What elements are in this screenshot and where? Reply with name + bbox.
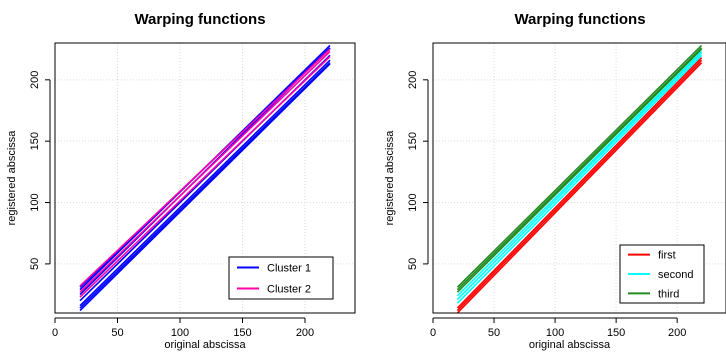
plot-frame: [432, 42, 726, 314]
series-line-3: [456, 57, 703, 309]
y-tick-label: 200: [29, 71, 41, 89]
x-tick-label: 0: [52, 327, 58, 339]
y-tick-label: 50: [29, 258, 41, 270]
series-line-9: [456, 44, 703, 288]
x-tick-label: 100: [171, 327, 189, 339]
y-tick-label: 100: [407, 193, 419, 211]
legend-box: [228, 256, 334, 300]
y-tick-label: 150: [29, 132, 41, 150]
x-tick-label: 150: [607, 327, 625, 339]
y-axis-label: registered abscissa: [6, 130, 18, 226]
legend: first second third: [619, 244, 705, 304]
legend-label: Cluster 1: [267, 263, 311, 275]
series-line-2: [456, 59, 703, 312]
y-tick-label: 100: [29, 193, 41, 211]
x-tick-label: 200: [668, 327, 686, 339]
series-line-8: [456, 47, 703, 291]
legend-label: third: [658, 288, 679, 300]
series-line-4: [456, 54, 703, 304]
legend-label: first: [658, 250, 676, 262]
series-line-8: [79, 51, 331, 293]
series-line-2: [79, 59, 331, 307]
x-tick-label: 200: [296, 327, 314, 339]
x-axis-label: original abscissa: [529, 339, 611, 351]
series-line-3: [79, 63, 331, 312]
legend-label: Cluster 2: [267, 284, 311, 296]
legend: Cluster 1 Cluster 2: [228, 256, 334, 300]
plot-frame: [54, 42, 356, 314]
series-line-7: [456, 48, 703, 293]
y-tick-label: 150: [407, 132, 419, 150]
x-tick-label: 50: [111, 327, 123, 339]
series-line-9: [79, 55, 331, 298]
chart-title: Warping functions: [514, 11, 645, 28]
x-tick-label: 0: [430, 327, 436, 339]
x-axis-label: original abscissa: [164, 339, 246, 351]
legend-label: second: [658, 269, 693, 281]
x-tick-label: 100: [546, 327, 564, 339]
chart-panel-2: 0 50 100 150 200 50 100 150 200 Warping functions…: [384, 11, 726, 351]
series-line-1: [456, 62, 703, 314]
x-tick-label: 150: [233, 327, 251, 339]
chart-title: Warping functions: [134, 11, 265, 28]
chart-panel-1: 0 50 100 150 200 50 100 150 200 Warping functions…: [6, 11, 356, 351]
series-line-7: [79, 62, 331, 309]
series-line-10: [79, 48, 331, 287]
y-axis-label: registered abscissa: [384, 130, 396, 226]
x-tick-label: 50: [488, 327, 500, 339]
series-line-6: [456, 51, 703, 297]
y-tick-label: 200: [407, 71, 419, 89]
y-tick-label: 50: [407, 258, 419, 270]
series-line-5: [456, 52, 703, 301]
